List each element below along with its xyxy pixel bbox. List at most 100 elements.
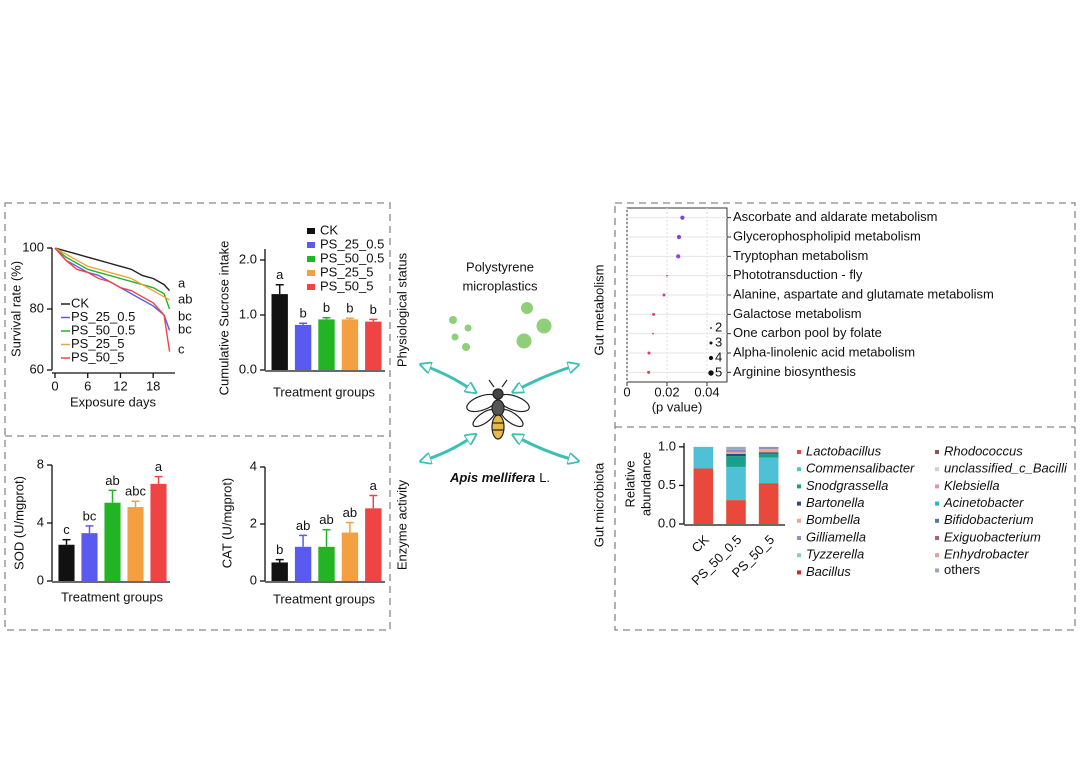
significance-letter: bc bbox=[178, 321, 192, 336]
y-axis-label: Survival rate (%) bbox=[8, 261, 23, 357]
legend-label: Enhydrobacter bbox=[944, 547, 1029, 562]
legend-label: Klebsiella bbox=[944, 478, 1000, 493]
bubble bbox=[666, 274, 668, 277]
size-legend-label: 2 bbox=[715, 319, 722, 334]
legend-swatch bbox=[307, 228, 315, 234]
legend-label: CK bbox=[320, 222, 338, 237]
legend-swatch bbox=[797, 450, 801, 454]
pathway-label: Glycerophospholipid metabolism bbox=[733, 228, 921, 243]
legend-label: Bifidobacterium bbox=[944, 512, 1034, 527]
species-author: L. bbox=[539, 470, 550, 485]
size-legend-label: 5 bbox=[715, 364, 722, 379]
legend-swatch bbox=[797, 570, 801, 575]
legend-label: Acinetobacter bbox=[943, 495, 1024, 510]
y-tick-label: 0 bbox=[250, 572, 257, 587]
species-label: Apis mellifera L. bbox=[449, 470, 550, 485]
legend-label: Bombella bbox=[806, 512, 860, 527]
significance-letter: c bbox=[178, 341, 185, 356]
legend-swatch bbox=[935, 450, 939, 454]
legend-swatch bbox=[935, 467, 939, 472]
significance-letter: abc bbox=[125, 484, 146, 499]
legend-swatch bbox=[797, 501, 801, 506]
y-axis-label: CAT (U/mgprot) bbox=[219, 478, 234, 569]
x-axis-label: (p value) bbox=[652, 399, 703, 414]
bar bbox=[271, 562, 288, 581]
legend-label: others bbox=[944, 562, 981, 577]
stack-segment bbox=[726, 449, 746, 453]
y-tick-label: 0.5 bbox=[658, 477, 676, 492]
bubble bbox=[647, 370, 651, 374]
bubble bbox=[647, 351, 651, 355]
bar bbox=[81, 533, 98, 581]
bar bbox=[294, 324, 312, 370]
x-tick-label: CK bbox=[689, 532, 713, 556]
pathway-label: Alanine, aspartate and glutamate metabol… bbox=[733, 286, 994, 301]
bar bbox=[341, 319, 359, 370]
stack-segment bbox=[693, 446, 714, 469]
y-axis-label: Cumulative Sucrose intake bbox=[216, 241, 231, 396]
stressor-label: microplastics bbox=[462, 278, 538, 293]
y-tick-label: 80 bbox=[30, 300, 44, 315]
legend-label: PS_25_0.5 bbox=[320, 236, 384, 251]
stack-segment bbox=[758, 483, 779, 524]
x-tick-label: 0.02 bbox=[654, 384, 679, 399]
right-panel bbox=[614, 202, 1076, 631]
y-tick-label: 1.0 bbox=[239, 306, 257, 321]
x-tick-label: 0.04 bbox=[694, 384, 719, 399]
y-tick-label: 60 bbox=[30, 361, 44, 376]
y-axis-label: abundance bbox=[638, 452, 653, 516]
legend-swatch bbox=[935, 484, 939, 489]
legend-swatch bbox=[935, 501, 939, 506]
bar bbox=[58, 544, 75, 581]
y-tick-label: 2.0 bbox=[239, 251, 257, 266]
stack-segment bbox=[758, 452, 779, 454]
significance-letter: b bbox=[346, 301, 353, 316]
stack-segment bbox=[726, 453, 746, 457]
legend-swatch bbox=[935, 553, 939, 558]
significance-letter: b bbox=[370, 302, 377, 317]
survival-line bbox=[54, 247, 171, 310]
bubble bbox=[676, 254, 681, 259]
legend-swatch bbox=[797, 518, 801, 523]
significance-letter: a bbox=[276, 267, 284, 282]
x-tick-label: 12 bbox=[113, 378, 127, 393]
left-panel bbox=[4, 202, 391, 631]
pathway-label: Galactose metabolism bbox=[733, 306, 862, 321]
bar bbox=[294, 546, 312, 581]
stack-segment bbox=[726, 456, 746, 467]
bar bbox=[365, 508, 382, 581]
x-tick-label: 6 bbox=[84, 378, 91, 393]
legend-swatch bbox=[797, 484, 801, 489]
significance-letter: ab bbox=[296, 518, 310, 533]
legend-swatch bbox=[307, 256, 315, 262]
bar bbox=[341, 532, 359, 581]
bubble bbox=[662, 293, 666, 297]
x-tick-label: 0 bbox=[51, 378, 58, 393]
size-legend-dot bbox=[710, 327, 712, 329]
x-axis-label: Exposure days bbox=[70, 394, 156, 409]
legend-swatch bbox=[935, 568, 939, 573]
legend-label: PS_50_5 bbox=[320, 278, 374, 293]
bar bbox=[271, 294, 288, 370]
stack-segment bbox=[726, 452, 746, 454]
pathway-label: Arginine biosynthesis bbox=[733, 364, 856, 379]
y-tick-label: 0.0 bbox=[658, 515, 676, 530]
pathway-label: Phototransduction - fly bbox=[733, 267, 863, 282]
legend-label: Rhodococcus bbox=[944, 443, 1023, 458]
survival-line bbox=[54, 247, 171, 292]
x-axis-label: Treatment groups bbox=[61, 589, 164, 604]
legend-label: Commensalibacter bbox=[806, 461, 915, 476]
bar bbox=[127, 507, 144, 581]
survival-line bbox=[54, 247, 170, 301]
y-tick-label: 8 bbox=[37, 456, 44, 471]
legend-label: Bacillus bbox=[806, 564, 851, 579]
panel-label: Physiological status bbox=[394, 252, 409, 367]
y-tick-label: 0.0 bbox=[239, 361, 257, 376]
stack-segment bbox=[758, 446, 779, 450]
bar bbox=[104, 502, 121, 581]
stressor-label: Polystyrene bbox=[466, 259, 534, 274]
y-tick-label: 2 bbox=[250, 515, 257, 530]
significance-letter: ab bbox=[319, 512, 333, 527]
y-tick-label: 4 bbox=[37, 514, 44, 529]
